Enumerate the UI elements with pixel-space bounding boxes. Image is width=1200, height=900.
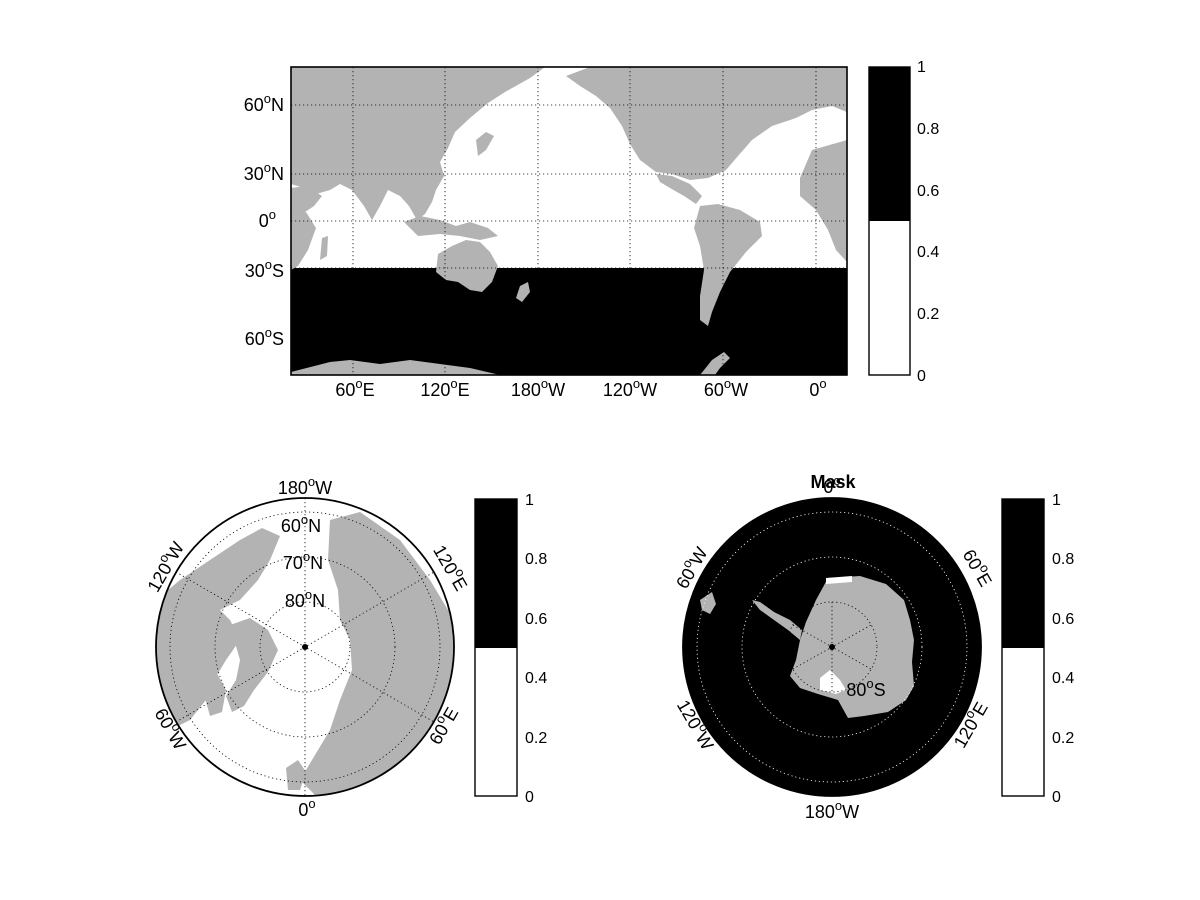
- y-tick-label: 60oS: [245, 325, 284, 349]
- africa-west-landmass: [800, 140, 847, 262]
- colorbar-arctic-frame: [474, 498, 518, 797]
- australia: [436, 240, 498, 292]
- south-pole-dot: [829, 644, 835, 650]
- lat-label: 70oN: [283, 549, 323, 573]
- x-tick-label: 120oW: [603, 376, 657, 400]
- colorbar-global-black: [869, 67, 910, 221]
- ross-ice-shelf: [820, 670, 846, 694]
- antarctic-peninsula: [752, 600, 802, 640]
- southern-ocean-mask: [291, 268, 847, 375]
- lat-label: 60oN: [281, 512, 321, 536]
- greenland: [770, 67, 830, 92]
- map-antarctic-content: [700, 576, 914, 718]
- colorbar-global: 0 0.2 0.4 0.6 0.8 1: [868, 59, 939, 385]
- africa-east-landmass: [291, 212, 316, 270]
- y-tick-label: 60oN: [244, 91, 284, 115]
- map-arctic-panel: 60oN 70oN 80oN 180oW 120oE 60oE 0o 60oW …: [144, 474, 548, 820]
- central-america: [656, 174, 702, 204]
- south-america: [694, 204, 762, 326]
- map-arctic-frame: [155, 497, 455, 797]
- colorbar-antarctic-white: [1002, 648, 1044, 796]
- map-arctic-content: [156, 512, 454, 796]
- madagascar: [320, 236, 328, 260]
- lon-label: 0o: [823, 473, 840, 497]
- map-global-frame: [290, 66, 848, 376]
- colorbar-tick-label: 0.8: [525, 551, 547, 568]
- x-tick-label: 60oW: [704, 376, 748, 400]
- indonesia: [404, 216, 498, 240]
- lat-label: 80oN: [285, 587, 325, 611]
- colorbar-antarctic-ticklabels: 0 0.2 0.4 0.6 0.8 1: [1052, 492, 1074, 806]
- colorbar-tick-label: 0.2: [1052, 730, 1074, 747]
- north-america: [566, 67, 847, 180]
- new-zealand: [516, 282, 530, 302]
- colorbar-global-ticklabels: 0 0.2 0.4 0.6 0.8 1: [917, 59, 939, 385]
- colorbar-tick-label: 0.8: [917, 121, 939, 138]
- map-global-x-ticks: 60oE 120oE 180oW 120oW 60oW 0o: [335, 376, 826, 400]
- north-pole-dot: [302, 644, 308, 650]
- antarctica-global: [291, 360, 500, 375]
- japan: [476, 132, 494, 156]
- colorbar-tick-label: 0.4: [525, 670, 547, 687]
- colorbar-tick-label: 0: [1052, 789, 1061, 806]
- ice-shelf-edge: [826, 576, 852, 584]
- map-global-y-ticks: 60oN 30oN 0o 30oS 60oS: [244, 91, 284, 349]
- south-america-tip: [700, 592, 716, 614]
- lon-label: 0o: [298, 796, 315, 820]
- x-tick-label: 0o: [809, 376, 826, 400]
- colorbar-tick-label: 0.8: [1052, 551, 1074, 568]
- colorbar-arctic-black: [475, 499, 517, 648]
- map-global-grid: [291, 67, 847, 375]
- colorbar-antarctic-black: [1002, 499, 1044, 648]
- map-antarctic-frame: [682, 497, 982, 797]
- lon-label: 180oW: [278, 474, 332, 498]
- lat-label: 80oS: [846, 676, 885, 700]
- greenland-arctic: [200, 668, 226, 716]
- colorbar-tick-label: 1: [1052, 492, 1061, 509]
- colorbar-tick-label: 0.6: [525, 611, 547, 628]
- colorbar-arctic-ticklabels: 0 0.2 0.4 0.6 0.8 1: [525, 492, 547, 806]
- colorbar-tick-label: 0.2: [917, 306, 939, 323]
- colorbar-tick-label: 0.4: [1052, 670, 1074, 687]
- arabia-landmass: [291, 186, 322, 216]
- y-tick-label: 30oS: [245, 257, 284, 281]
- colorbar-arctic-white: [475, 648, 517, 796]
- colorbar-tick-label: 0: [917, 368, 926, 385]
- colorbar-global-frame: [868, 66, 911, 376]
- lon-label: 180oW: [805, 798, 859, 822]
- arctic-eurasia: [300, 512, 454, 796]
- map-antarctic-panel: Mask 80oS 0o 60oE 120oE 180oW 120oW 60oW…: [672, 472, 1074, 822]
- colorbar-antarctic-frame: [1001, 498, 1045, 797]
- colorbar-antarctic: 0 0.2 0.4 0.6 0.8 1: [1001, 492, 1074, 806]
- colorbar-tick-label: 0.2: [525, 730, 547, 747]
- x-tick-label: 180oW: [511, 376, 565, 400]
- map-arctic-lon-labels: 180oW 120oE 60oE 0o 60oW 120oW: [144, 474, 472, 820]
- map-global-content: [291, 67, 847, 375]
- y-tick-label: 30oN: [244, 160, 284, 184]
- map-global-panel: 60oE 120oE 180oW 120oW 60oW 0o 60oN 30oN…: [244, 59, 940, 400]
- colorbar-tick-label: 0.4: [917, 244, 939, 261]
- colorbar-tick-label: 1: [917, 59, 926, 76]
- x-tick-label: 60oE: [335, 376, 374, 400]
- colorbar-tick-label: 0: [525, 789, 534, 806]
- colorbar-tick-label: 0.6: [1052, 611, 1074, 628]
- chart-title: Mask: [810, 472, 856, 492]
- colorbar-arctic: 0 0.2 0.4 0.6 0.8 1: [474, 492, 547, 806]
- colorbar-tick-label: 1: [525, 492, 534, 509]
- eurasia-landmass: [291, 67, 545, 220]
- y-tick-label: 0o: [259, 207, 276, 231]
- map-antarctic-lat-labels: 80oS: [846, 676, 885, 700]
- arctic-archipelago: [226, 618, 278, 712]
- map-antarctic-grid: [696, 511, 968, 783]
- antarctic-peninsula-global: [700, 352, 730, 375]
- x-tick-label: 120oE: [420, 376, 469, 400]
- map-arctic-lat-labels: 60oN 70oN 80oN: [281, 512, 325, 611]
- scandinavia-arctic: [286, 760, 306, 790]
- colorbar-global-white: [869, 221, 910, 375]
- colorbar-tick-label: 0.6: [917, 183, 939, 200]
